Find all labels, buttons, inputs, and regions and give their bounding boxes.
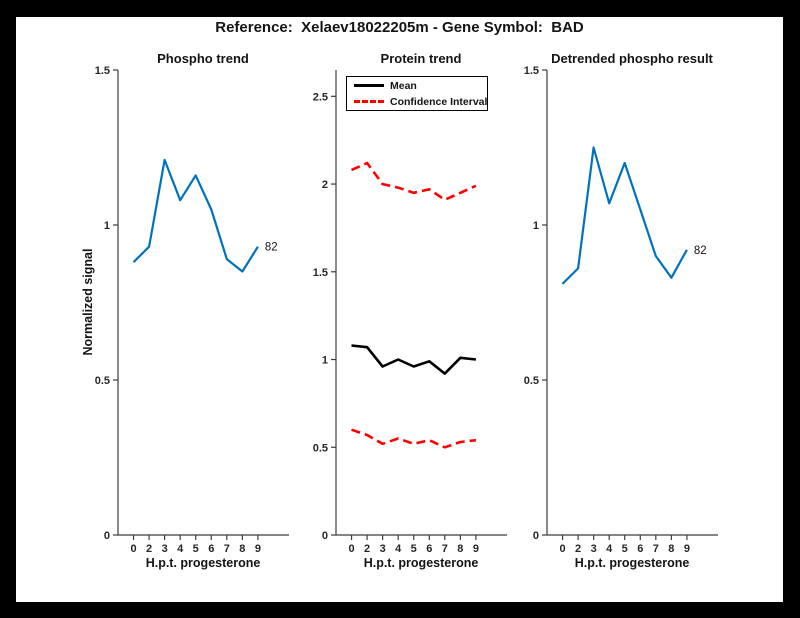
y-tick-label: 0.5 <box>524 375 539 387</box>
series-line-detrended-phospho-signal <box>561 146 688 285</box>
panel-title-protein-trend: Protein trend <box>380 51 462 66</box>
y-axis-label: Normalized signal <box>81 248 95 356</box>
y-tick-label: 1 <box>322 355 328 367</box>
y-tick-label: 1.5 <box>95 65 110 77</box>
series-line-mean <box>351 344 477 375</box>
x-tick-label: 0 <box>559 543 565 555</box>
x-tick-label: 7 <box>224 543 230 555</box>
legend-label-mean: Mean <box>390 79 417 92</box>
legend-confidence-interval-line-sample <box>354 100 384 103</box>
y-tick-label: 0.5 <box>313 442 328 454</box>
panel-title-phospho-trend: Phospho trend <box>157 51 249 66</box>
x-tick-label: 5 <box>193 543 199 555</box>
x-tick-label: 7 <box>653 543 659 555</box>
x-tick-label: 0 <box>348 543 354 555</box>
x-tick-label: 9 <box>255 543 261 555</box>
x-tick-label: 6 <box>637 543 643 555</box>
y-tick-label: 0 <box>104 530 110 542</box>
legend-row-confidence-interval: Confidence Interval <box>354 95 487 108</box>
y-tick-label: 1.5 <box>313 267 328 279</box>
panel-2: 00.511.522.50 2 3 4 5 6 7 8 9 <box>313 70 507 555</box>
legend-label-confidence-interval: Confidence Interval <box>390 95 488 108</box>
x-tick-label: 2 <box>364 543 370 555</box>
x-tick-label: 8 <box>668 543 674 555</box>
x-tick-label: 6 <box>426 543 432 555</box>
y-tick-label: 1 <box>533 220 539 232</box>
axis-lines <box>117 70 289 536</box>
axis-lines <box>546 70 718 536</box>
x-tick-label: 8 <box>239 543 245 555</box>
series-line-confidence-interval-lower <box>351 428 477 449</box>
x-tick-label: 4 <box>606 543 613 555</box>
figure-canvas: Reference: Xelaev18022205m - Gene Symbol… <box>16 17 783 602</box>
x-tick-label: 3 <box>162 543 168 555</box>
x-tick-label: 7 <box>442 543 448 555</box>
y-tick-label: 0 <box>322 530 328 542</box>
x-tick-label: 4 <box>177 543 184 555</box>
x-axis-label-1: H.p.t. progesterone <box>145 556 261 570</box>
x-tick-label: 0 <box>130 543 136 555</box>
y-tick-label: 1.5 <box>524 65 539 77</box>
series-line-confidence-interval-upper <box>350 161 477 202</box>
x-tick-label: 3 <box>591 543 597 555</box>
y-tick-label: 2.5 <box>313 91 328 103</box>
x-tick-label: 5 <box>622 543 628 555</box>
x-tick-label: 9 <box>473 543 479 555</box>
legend: Mean Confidence Interval <box>346 76 488 111</box>
legend-mean-line-sample <box>354 84 384 87</box>
legend-row-mean: Mean <box>354 79 487 92</box>
x-tick-label: 9 <box>684 543 690 555</box>
y-tick-label: 2 <box>322 179 328 191</box>
series-end-label: 82 <box>265 242 278 254</box>
y-tick-label: 1 <box>104 220 110 232</box>
panel-1: 00.511.50 2 3 4 5 6 7 8 982 <box>95 65 289 555</box>
x-tick-label: 2 <box>146 543 152 555</box>
series-line-phospho-signal <box>132 158 259 273</box>
x-tick-label: 3 <box>380 543 386 555</box>
panel-3: 00.511.50 2 3 4 5 6 7 8 982 <box>524 65 718 555</box>
series-end-label: 82 <box>694 245 707 257</box>
x-tick-label: 2 <box>575 543 581 555</box>
y-tick-label: 0 <box>533 530 539 542</box>
x-tick-label: 4 <box>395 543 402 555</box>
panel-title-detrended-result: Detrended phospho result <box>551 51 713 66</box>
x-axis-label-3: H.p.t. progesterone <box>574 556 690 570</box>
y-tick-label: 0.5 <box>95 375 110 387</box>
x-tick-label: 6 <box>208 543 214 555</box>
x-tick-label: 5 <box>411 543 417 555</box>
x-tick-label: 8 <box>457 543 463 555</box>
axis-lines <box>335 70 507 536</box>
figure-title: Reference: Xelaev18022205m - Gene Symbol… <box>215 19 584 36</box>
x-axis-label-2: H.p.t. progesterone <box>363 556 479 570</box>
